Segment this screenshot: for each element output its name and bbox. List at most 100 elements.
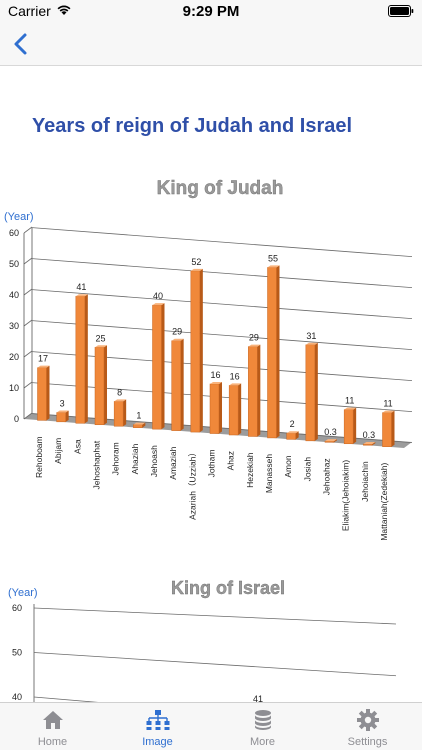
database-icon	[255, 710, 271, 730]
judah-ytick-label: 50	[9, 259, 19, 269]
bar-side	[180, 338, 184, 431]
category-label: Ahaziah	[130, 443, 140, 474]
bar-front	[133, 424, 143, 428]
bar-front	[343, 409, 354, 445]
bar-front	[324, 440, 335, 443]
bar-top	[305, 342, 318, 345]
tab-more-label: More	[249, 736, 276, 748]
bar-top	[210, 381, 222, 384]
category-label: Mattaniah(Zedekiah)	[379, 463, 389, 541]
tab-settings[interactable]: Settings	[315, 703, 420, 750]
bar-side	[257, 344, 261, 437]
image-viewer[interactable]: Years of reign of Judah and Israel King …	[0, 66, 422, 702]
bar-front	[152, 304, 162, 430]
bar-side	[314, 342, 318, 441]
bar-front	[286, 432, 296, 440]
bar-asa	[75, 294, 88, 424]
bar-front	[209, 383, 220, 434]
category-label: Amaziah	[168, 446, 178, 479]
tab-more[interactable]: More	[210, 703, 315, 750]
bar-front	[75, 295, 86, 424]
judah-gridline-side	[23, 226, 33, 234]
judah-gridline-side	[23, 350, 33, 358]
tab-bar: Home Image More	[0, 702, 422, 750]
status-bar: Carrier 9:29 PM	[0, 0, 422, 22]
bar-jehoahaz	[324, 439, 337, 443]
bar-front	[267, 267, 277, 439]
category-label: Rehoboam	[34, 436, 44, 478]
bar-jehoash	[152, 303, 165, 430]
navigation-bar	[0, 22, 422, 66]
category-label: Amon	[283, 455, 293, 477]
bar-value-label: 25	[95, 333, 105, 343]
category-label: Jehoshaphat	[92, 440, 102, 489]
bar-rehoboam	[37, 365, 50, 421]
bar-value-label: 29	[249, 333, 259, 343]
judah-gridline	[31, 289, 413, 320]
wifi-icon	[57, 5, 71, 15]
bar-side	[199, 268, 203, 433]
bar-side	[161, 303, 165, 430]
bar-top	[114, 399, 127, 402]
judah-chart-title: King of Judah	[157, 178, 284, 199]
bar-side	[219, 381, 222, 434]
judah-gridline-side	[23, 319, 33, 327]
bar-value-label: 29	[172, 327, 182, 337]
bar-side	[295, 431, 299, 440]
bar-value-label: 55	[268, 253, 278, 263]
bar-value-label: 0.3	[363, 430, 376, 440]
bar-top	[133, 422, 146, 425]
bar-value-label: 3	[60, 399, 65, 409]
tab-image[interactable]: Image	[105, 703, 210, 750]
bar-ahaz	[228, 383, 242, 436]
status-time: 9:29 PM	[182, 3, 240, 20]
bar-side	[334, 439, 337, 443]
bar-side	[142, 422, 146, 428]
bar-abijam	[56, 410, 69, 423]
bar-front	[37, 367, 47, 421]
category-label: Manasseh	[264, 454, 274, 493]
judah-ylabel: (Year)	[4, 211, 34, 223]
category-label: Abijam	[53, 438, 63, 464]
bar-jehoram	[113, 399, 127, 427]
bar-side	[65, 410, 69, 422]
category-label: Ahaz	[226, 451, 236, 470]
hierarchy-icon	[146, 710, 170, 730]
judah-gridline-side	[23, 381, 33, 389]
category-label: Jehoash	[149, 445, 159, 477]
bar-value-label: 11	[383, 399, 392, 409]
bar-front	[56, 412, 66, 423]
judah-ytick-label: 30	[9, 321, 19, 331]
bar-top	[248, 344, 261, 347]
bar-front	[190, 270, 201, 433]
bar-side	[391, 410, 395, 447]
bar-amaziah	[171, 338, 184, 431]
bar-josiah	[305, 342, 318, 442]
tab-home-label: Home	[37, 736, 68, 748]
page-title: Years of reign of Judah and Israel	[32, 115, 352, 137]
category-label: Jehoahaz	[322, 458, 332, 495]
bar-front	[94, 347, 105, 426]
bar-top	[152, 303, 165, 306]
bar-top	[363, 442, 376, 445]
israel-data-label: 41	[253, 694, 263, 702]
judah-gridline	[31, 351, 413, 382]
bar-top	[344, 407, 357, 410]
judah-ytick-label: 0	[14, 414, 19, 424]
judah-gridline	[31, 227, 413, 258]
tab-home[interactable]: Home	[0, 703, 105, 750]
bar-jotham	[209, 381, 222, 434]
bar-value-label: 41	[76, 282, 86, 292]
bar-value-label: 11	[345, 396, 354, 406]
bar-side	[372, 442, 376, 446]
judah-ytick-label: 40	[9, 290, 19, 300]
bar-front	[363, 443, 373, 446]
judah-gridline-side	[23, 257, 33, 265]
israel-gridline	[33, 607, 397, 625]
back-chevron-icon[interactable]	[8, 30, 36, 58]
bar-top	[56, 410, 69, 413]
judah-gridline-side	[23, 288, 33, 296]
category-label: Jehoram	[111, 442, 121, 475]
bar-side	[276, 265, 280, 438]
bar-jehoshaphat	[94, 345, 107, 426]
